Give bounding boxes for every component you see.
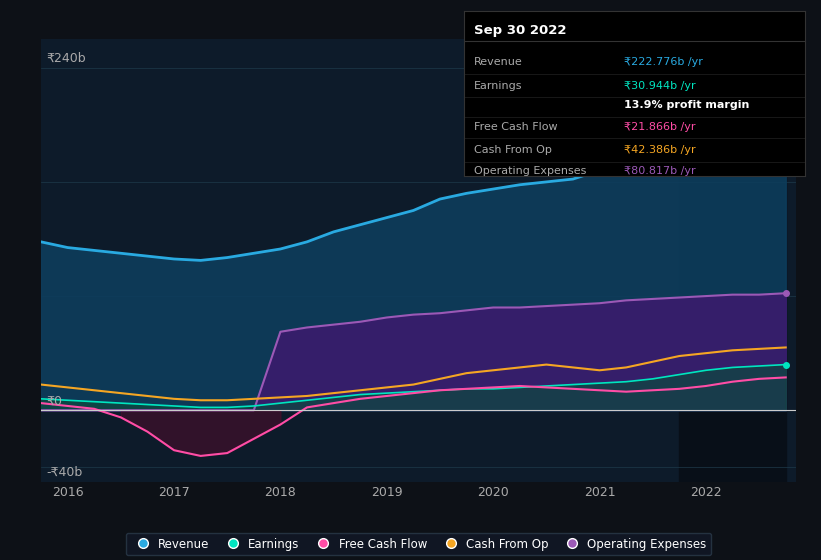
Legend: Revenue, Earnings, Free Cash Flow, Cash From Op, Operating Expenses: Revenue, Earnings, Free Cash Flow, Cash … (126, 533, 711, 556)
Text: ₹0: ₹0 (46, 394, 62, 407)
Text: Free Cash Flow: Free Cash Flow (474, 122, 557, 132)
Text: ₹42.386b /yr: ₹42.386b /yr (624, 145, 695, 155)
Text: ₹30.944b /yr: ₹30.944b /yr (624, 81, 695, 91)
Bar (679, 39, 786, 482)
Text: Operating Expenses: Operating Expenses (474, 166, 586, 176)
Text: ₹80.817b /yr: ₹80.817b /yr (624, 166, 695, 176)
Text: Earnings: Earnings (474, 81, 523, 91)
Text: ₹222.776b /yr: ₹222.776b /yr (624, 58, 703, 67)
Text: -₹40b: -₹40b (46, 466, 83, 479)
Text: ₹21.866b /yr: ₹21.866b /yr (624, 122, 695, 132)
Text: Sep 30 2022: Sep 30 2022 (474, 25, 566, 38)
Text: Cash From Op: Cash From Op (474, 145, 552, 155)
Text: ₹240b: ₹240b (46, 52, 86, 65)
Text: Revenue: Revenue (474, 58, 523, 67)
Text: 13.9% profit margin: 13.9% profit margin (624, 100, 750, 110)
